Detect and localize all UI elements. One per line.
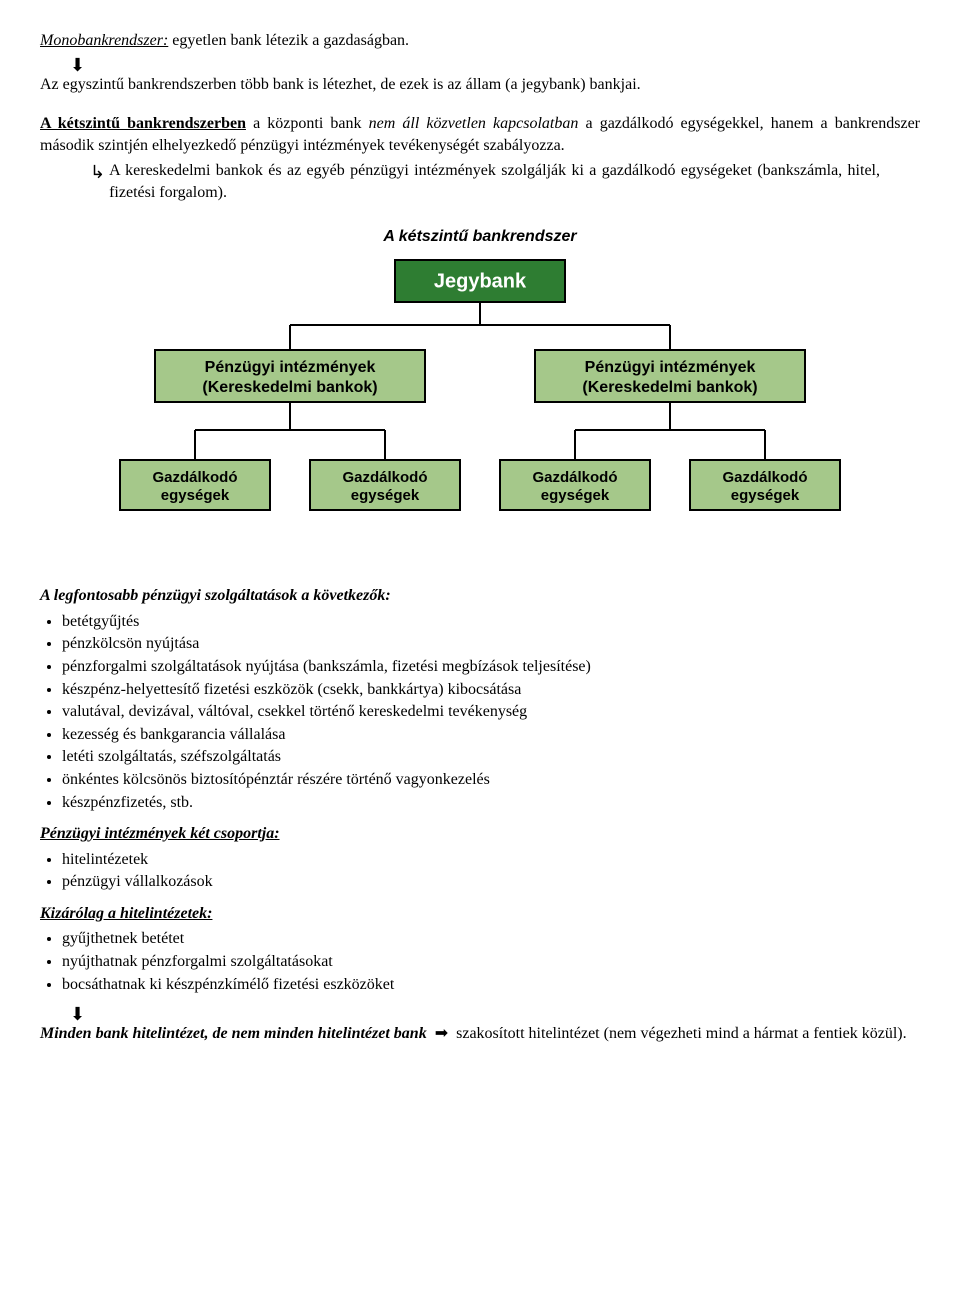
- list-item: hitelintézetek: [62, 849, 920, 871]
- sub-para-wrap: ↳ A kereskedelmi bankok és az egyéb pénz…: [90, 160, 920, 207]
- mid-right-line2: (Kereskedelmi bankok): [582, 379, 757, 396]
- diagram-title: A kétszintű bankrendszer: [100, 226, 860, 248]
- leaf3-line1: Gazdálkodó: [532, 469, 617, 486]
- leaf2-line2: egységek: [351, 487, 420, 504]
- groups-list: hitelintézetek pénzügyi vállalkozások: [40, 849, 920, 893]
- list-item: gyűjthetnek betétet: [62, 928, 920, 950]
- monobank-rest: egyetlen bank létezik a gazdaságban.: [168, 32, 409, 49]
- list-item: pénzforgalmi szolgáltatások nyújtása (ba…: [62, 656, 920, 678]
- final-para: Minden bank hitelintézet, de nem minden …: [40, 1023, 920, 1045]
- list-item: letéti szolgáltatás, széfszolgáltatás: [62, 746, 920, 768]
- list-item: betétgyűjtés: [62, 611, 920, 633]
- diagram-container: A kétszintű bankrendszer Jegybank Pénzüg…: [100, 226, 860, 556]
- mid-left-line2: (Kereskedelmi bankok): [202, 379, 377, 396]
- list-item: bocsáthatnak ki készpénzkímélő fizetési …: [62, 974, 920, 996]
- final-rest: szakosított hitelintézet (nem végezheti …: [456, 1025, 907, 1042]
- two-level-c: nem áll közvetlen kapcsolatban: [369, 115, 579, 132]
- para-two-level: A kétszintű bankrendszerben a központi b…: [40, 113, 920, 156]
- list-item: pénzkölcsön nyújtása: [62, 633, 920, 655]
- diagram-svg: Jegybank Pénzügyi intézmények (Kereskede…: [100, 255, 860, 555]
- arrow-down-2: ⬇: [70, 1005, 920, 1023]
- exclusive-heading: Kizárólag a hitelintézetek:: [40, 903, 920, 925]
- para-monobank: Monobankrendszer: egyetlen bank létezik …: [40, 30, 920, 52]
- leaf4-line2: egységek: [731, 487, 800, 504]
- exclusive-list: gyűjthetnek betétet nyújthatnak pénzforg…: [40, 928, 920, 995]
- leaf-group: Gazdálkodó egységek Gazdálkodó egységek …: [120, 460, 840, 510]
- final-bold: Minden bank hitelintézet, de nem minden …: [40, 1025, 427, 1042]
- list-item: valutával, devizával, váltóval, csekkel …: [62, 701, 920, 723]
- leaf1-line1: Gazdálkodó: [152, 469, 237, 486]
- services-list: betétgyűjtés pénzkölcsön nyújtása pénzfo…: [40, 611, 920, 813]
- list-item: nyújthatnak pénzforgalmi szolgáltatásoka…: [62, 951, 920, 973]
- root-label: Jegybank: [434, 270, 527, 292]
- list-item: kezesség és bankgarancia vállalása: [62, 724, 920, 746]
- two-level-term: A kétszintű bankrendszerben: [40, 115, 246, 132]
- two-level-b: a központi bank: [246, 115, 369, 132]
- hook-arrow-icon: ↳: [90, 160, 109, 184]
- groups-heading: Pénzügyi intézmények két csoportja:: [40, 823, 920, 845]
- services-heading: A legfontosabb pénzügyi szolgáltatások a…: [40, 585, 920, 607]
- list-item: önkéntes kölcsönös biztosítópénztár rész…: [62, 769, 920, 791]
- leaf2-line1: Gazdálkodó: [342, 469, 427, 486]
- mid-left-line1: Pénzügyi intézmények: [205, 359, 376, 376]
- list-item: készpénzfizetés, stb.: [62, 792, 920, 814]
- arrow-down-1: ⬇: [70, 56, 920, 74]
- monobank-term: Monobankrendszer:: [40, 32, 168, 49]
- mid-right-line1: Pénzügyi intézmények: [585, 359, 756, 376]
- para-single-level: Az egyszintű bankrendszerben több bank i…: [40, 74, 920, 96]
- list-item: pénzügyi vállalkozások: [62, 871, 920, 893]
- leaf3-line2: egységek: [541, 487, 610, 504]
- leaf4-line1: Gazdálkodó: [722, 469, 807, 486]
- sub-para-text: A kereskedelmi bankok és az egyéb pénzüg…: [109, 160, 880, 203]
- leaf1-line2: egységek: [161, 487, 230, 504]
- list-item: készpénz-helyettesítő fizetési eszközök …: [62, 679, 920, 701]
- arrow-right-icon: ➡: [431, 1025, 452, 1042]
